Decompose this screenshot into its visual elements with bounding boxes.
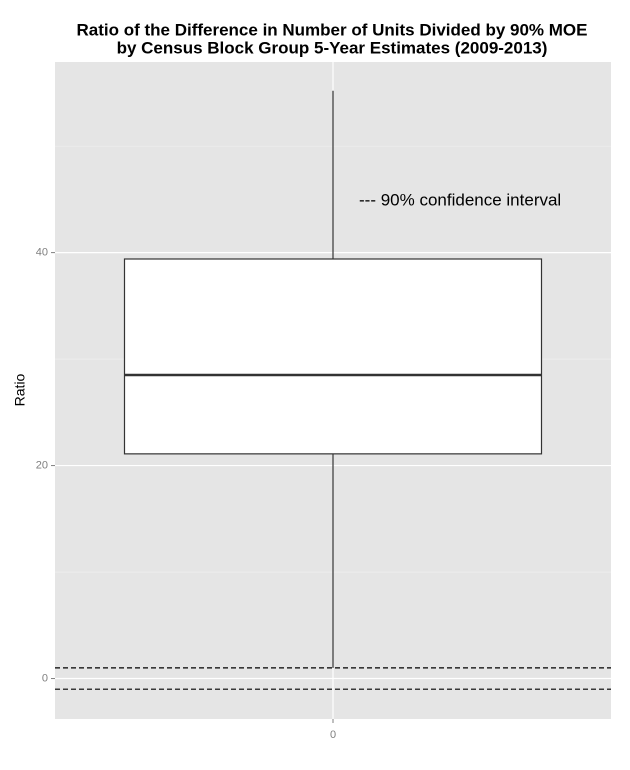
annotation: --- 90% confidence interval [359,190,561,209]
chart-title: Ratio of the Difference in Number of Uni… [76,20,587,39]
y-tick-label: 40 [36,247,48,259]
y-tick-label: 0 [42,672,48,684]
y-tick-label: 20 [36,459,48,471]
chart-title: by Census Block Group 5-Year Estimates (… [117,38,548,57]
y-axis-label: Ratio [12,373,28,406]
box [123,258,543,455]
x-tick-label: 0 [330,729,336,741]
